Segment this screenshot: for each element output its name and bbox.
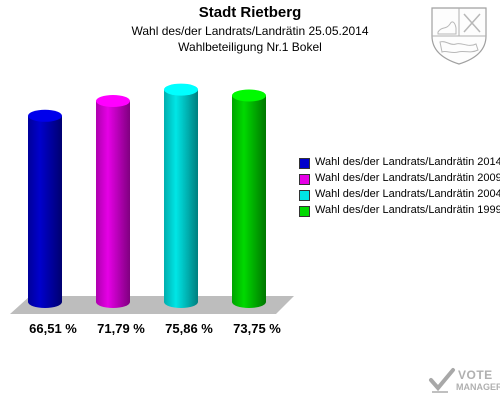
bar <box>164 83 198 308</box>
legend-swatch <box>299 158 310 169</box>
legend-swatch <box>299 190 310 201</box>
bar-body <box>96 100 130 308</box>
legend-label: Wahl des/der Landrats/Landrätin 2014 <box>315 156 500 168</box>
bar-top <box>232 89 266 102</box>
chart-subtitle: Wahl des/der Landrats/Landrätin 25.05.20… <box>131 24 369 38</box>
coat-of-arms-icon <box>431 7 487 65</box>
bar-body <box>28 115 62 308</box>
bar-value-label: 66,51 % <box>29 321 77 336</box>
legend-label: Wahl des/der Landrats/Landrätin 2004 <box>315 188 500 200</box>
chart-subtitle-2: Wahlbeteiligung Nr.1 Bokel <box>178 40 322 54</box>
legend-label: Wahl des/der Landrats/Landrätin 1999 <box>315 204 500 216</box>
legend-swatch <box>299 174 310 185</box>
bar <box>232 89 266 308</box>
chart-title: Stadt Rietberg <box>198 4 302 21</box>
brand-name: VOTE <box>458 368 493 382</box>
brand-subname: MANAGER <box>456 382 500 392</box>
vote-manager-logo: VOTE MANAGER <box>428 366 500 396</box>
bar-body <box>164 89 198 308</box>
bar-value-label: 73,75 % <box>233 321 281 336</box>
bar <box>28 109 62 308</box>
vote-check-icon <box>429 368 455 393</box>
bar-value-label: 71,79 % <box>97 321 145 336</box>
bar-top <box>164 83 198 96</box>
bar-top <box>28 109 62 122</box>
legend-label: Wahl des/der Landrats/Landrätin 2009 <box>315 172 500 184</box>
bar <box>96 94 130 308</box>
legend-swatch <box>299 206 310 217</box>
bar-top <box>96 94 130 107</box>
chart-floor <box>10 296 294 314</box>
bar-body <box>232 95 266 308</box>
bar-value-label: 75,86 % <box>165 321 213 336</box>
